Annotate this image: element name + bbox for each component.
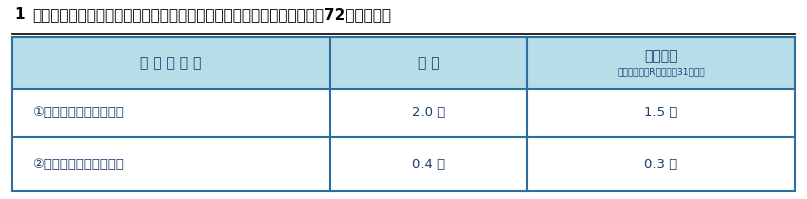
- Text: 2.0 ％: 2.0 ％: [412, 106, 445, 120]
- Text: 1: 1: [14, 7, 24, 22]
- Bar: [12, 37, 795, 89]
- Bar: [12, 137, 795, 191]
- Bar: [12, 89, 795, 137]
- Text: 軽減措置: 軽減措置: [644, 49, 678, 63]
- Text: 本 則: 本 則: [418, 56, 439, 70]
- Text: 0.3 ％: 0.3 ％: [644, 157, 678, 171]
- Text: （適用期限：R８．３．31まで）: （適用期限：R８．３．31まで）: [617, 67, 705, 76]
- Text: 0.4 ％: 0.4 ％: [412, 157, 445, 171]
- Text: ②　所有権の信託の登記: ② 所有権の信託の登記: [32, 157, 124, 171]
- Text: 1.5 ％: 1.5 ％: [644, 106, 678, 120]
- Text: 登 記 の 種 類: 登 記 の 種 類: [140, 56, 202, 70]
- Text: 土地の売買による所有権の移転登記等の税率の軽減（租税特別措置法第72条第１項）: 土地の売買による所有権の移転登記等の税率の軽減（租税特別措置法第72条第１項）: [32, 7, 391, 22]
- Text: ①　所有権の移転の登記: ① 所有権の移転の登記: [32, 106, 124, 120]
